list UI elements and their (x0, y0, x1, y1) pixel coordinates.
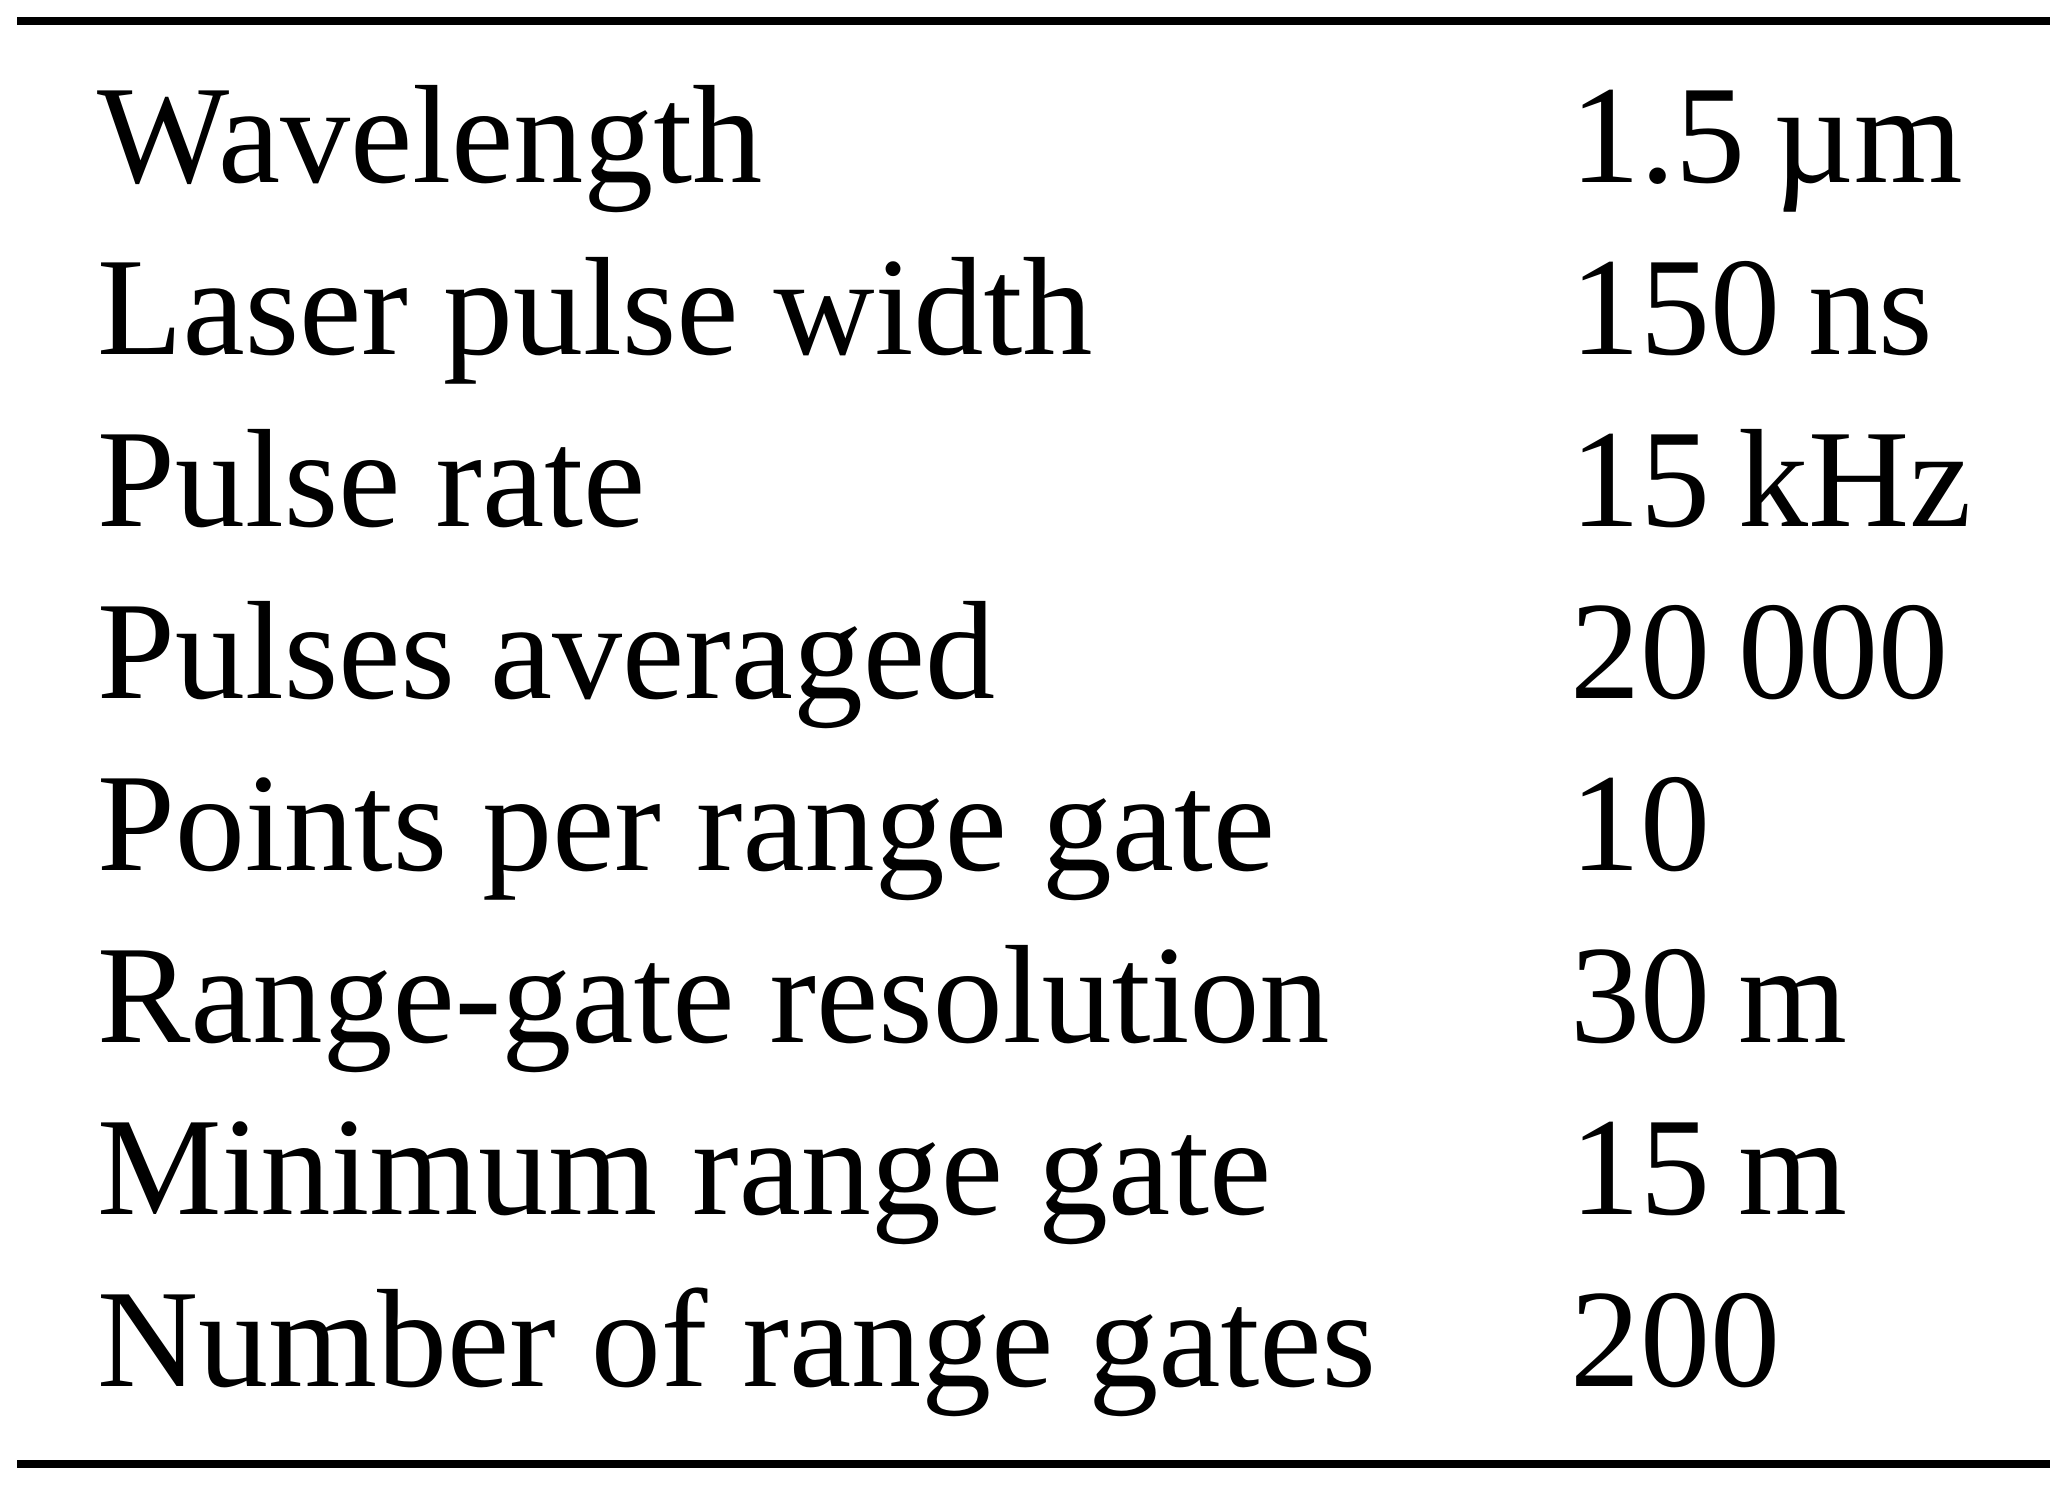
spec-table-rows: Wavelength 1.5 µm Laser pulse width 150 … (97, 50, 2017, 1426)
table-row: Points per range gate 10 (97, 738, 2017, 910)
table-row: Pulse rate 15 kHz (97, 394, 2017, 566)
spec-label: Pulses averaged (97, 574, 996, 729)
spec-label: Points per range gate (97, 746, 1275, 901)
spec-value: 20 000 (1570, 574, 1949, 729)
spec-label: Laser pulse width (97, 230, 1093, 385)
spec-value: 150 ns (1570, 230, 1933, 385)
table-top-rule (17, 17, 2050, 25)
spec-value: 15 kHz (1570, 402, 1972, 557)
table-row: Laser pulse width 150 ns (97, 222, 2017, 394)
spec-label: Number of range gates (97, 1262, 1376, 1417)
table-bottom-rule (17, 1460, 2050, 1468)
spec-label: Pulse rate (97, 402, 646, 557)
spec-label: Wavelength (97, 58, 763, 213)
spec-value: 1.5 µm (1570, 58, 1963, 213)
table-row: Pulses averaged 20 000 (97, 566, 2017, 738)
spec-value: 30 m (1570, 918, 1847, 1073)
table-row: Minimum range gate 15 m (97, 1082, 2017, 1254)
spec-value: 200 (1570, 1262, 1780, 1417)
spec-label: Minimum range gate (97, 1090, 1272, 1245)
table-row: Wavelength 1.5 µm (97, 50, 2017, 222)
spec-label: Range-gate resolution (97, 918, 1330, 1073)
spec-value: 10 (1570, 746, 1710, 901)
table-row: Number of range gates 200 (97, 1254, 2017, 1426)
table-row: Range-gate resolution 30 m (97, 910, 2017, 1082)
spec-value: 15 m (1570, 1090, 1847, 1245)
